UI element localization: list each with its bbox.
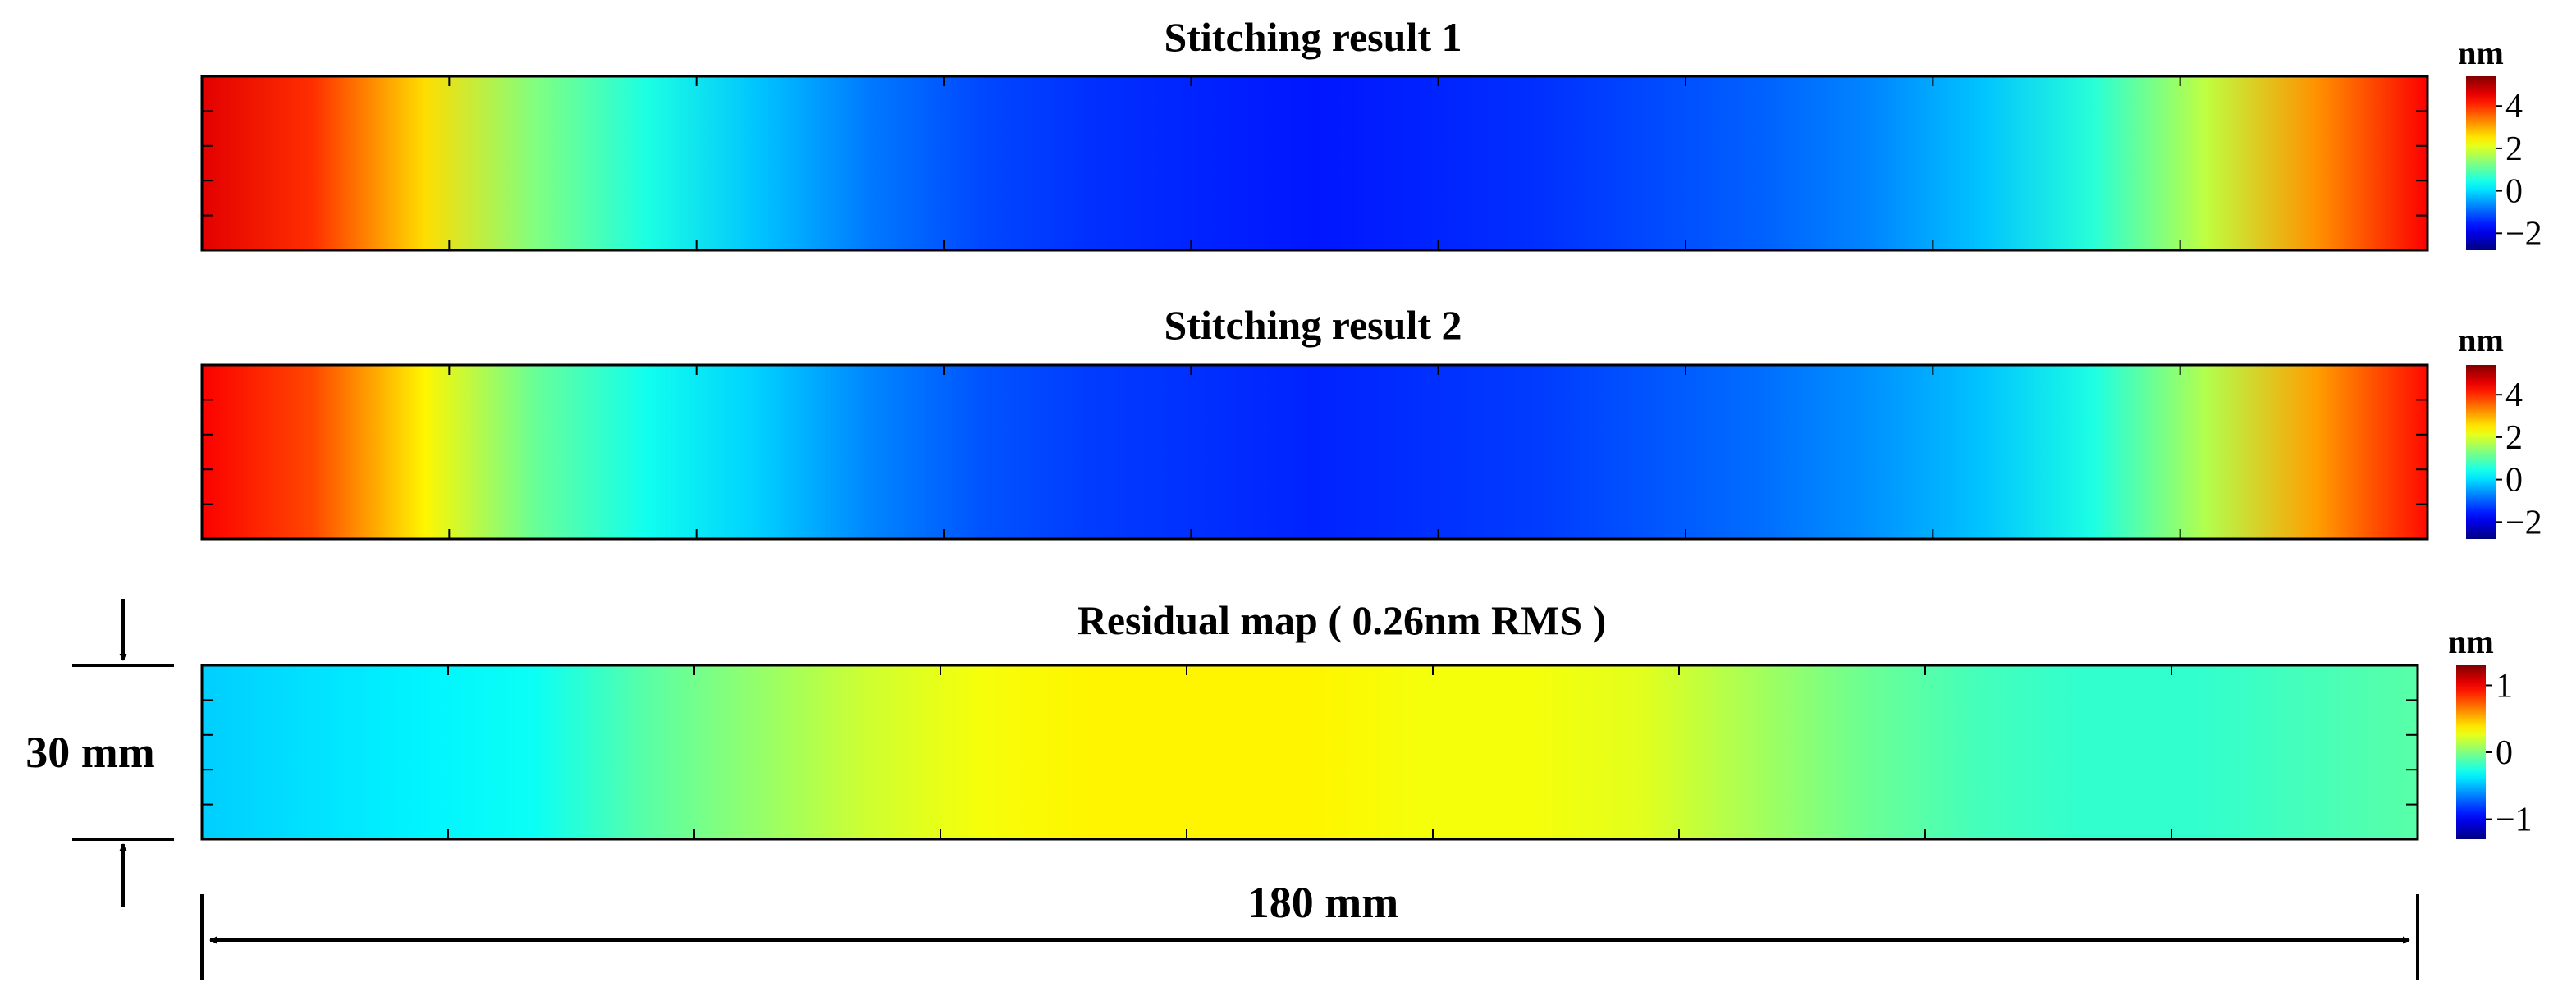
colorbar-2-tick-label: 0 — [2505, 462, 2523, 500]
colorbar-2-bar — [2466, 365, 2496, 539]
colorbar-1-ticks: 4 2 0 −2 — [2496, 88, 2542, 253]
colorbar-1: nm 4 2 0 −2 — [2458, 34, 2542, 253]
colorbar-3-tick-label: −1 — [2496, 801, 2533, 839]
panel-1-title: Stitching result 1 — [1164, 14, 1462, 60]
colorbar-1-tick-label: 0 — [2505, 173, 2523, 211]
colorbar-2-tick-label: 4 — [2505, 377, 2523, 414]
colorbar-2-tick-label: 2 — [2505, 419, 2523, 457]
heatmap-3-ticks — [202, 665, 2418, 839]
colorbar-3-tick-label: 0 — [2496, 734, 2513, 772]
colorbar-2-tick-label: −2 — [2505, 504, 2542, 541]
heatmap-3-field — [202, 665, 2418, 839]
colorbar-1-tick-label: −2 — [2505, 215, 2542, 253]
length-dim-label: 180 mm — [1247, 878, 1398, 927]
heatmap-2-ticks — [202, 365, 2427, 539]
colorbar-3: nm 1 0 −1 — [2448, 623, 2533, 839]
heatmap-2 — [200, 363, 2429, 541]
heatmap-1 — [200, 75, 2429, 252]
colorbar-3-label: nm — [2448, 623, 2494, 660]
colorbar-2-label: nm — [2458, 322, 2504, 358]
colorbar-1-tick-label: 2 — [2505, 130, 2523, 168]
height-dim-label: 30 mm — [25, 728, 154, 777]
colorbar-3-bar — [2456, 665, 2486, 839]
heatmap-1-frame — [200, 75, 2429, 252]
length-dimension: 180 mm — [200, 878, 2419, 980]
heatmap-1-ticks — [202, 76, 2427, 250]
colorbar-2: nm 4 2 0 −2 — [2458, 322, 2542, 541]
colorbar-3-ticks: 1 0 −1 — [2486, 667, 2533, 839]
height-dimension: 30 mm — [25, 599, 174, 907]
heatmap-3-frame — [200, 664, 2419, 841]
colorbar-3-tick-label: 1 — [2496, 667, 2513, 705]
colorbar-2-ticks: 4 2 0 −2 — [2496, 377, 2542, 541]
panel-stitching-2: Stitching result 2 nm 4 2 0 −2 — [200, 302, 2542, 541]
panel-2-title: Stitching result 2 — [1164, 302, 1462, 348]
colorbar-1-label: nm — [2458, 34, 2504, 71]
panel-stitching-1: Stitching result 1 nm 4 2 0 −2 — [200, 14, 2542, 253]
heatmap-2-frame — [200, 363, 2429, 541]
heatmap-2-field — [202, 365, 2427, 539]
panel-residual: Residual map ( 0.26nm RMS ) nm 1 0 −1 — [200, 597, 2533, 841]
colorbar-1-tick-label: 4 — [2505, 88, 2523, 126]
heatmap-3 — [200, 664, 2419, 841]
panel-3-title: Residual map ( 0.26nm RMS ) — [1078, 597, 1606, 643]
heatmap-1-field — [202, 76, 2427, 250]
colorbar-1-bar — [2466, 76, 2496, 250]
